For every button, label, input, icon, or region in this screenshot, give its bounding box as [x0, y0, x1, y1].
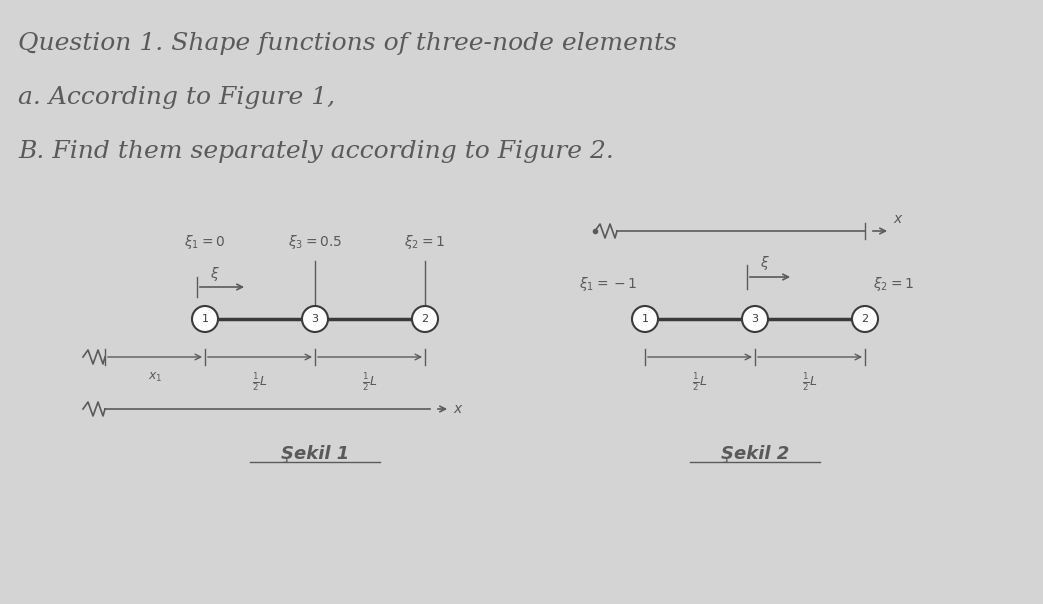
Text: $x_1$: $x_1$ — [148, 371, 163, 384]
Text: $\xi$: $\xi$ — [210, 265, 220, 283]
Text: $x$: $x$ — [893, 212, 903, 226]
Text: 1: 1 — [201, 314, 209, 324]
Text: $\frac{1}{2}L$: $\frac{1}{2}L$ — [252, 371, 268, 393]
Text: a. According to Figure 1,: a. According to Figure 1, — [18, 86, 335, 109]
Circle shape — [302, 306, 328, 332]
Text: $\xi_2=1$: $\xi_2=1$ — [873, 275, 914, 293]
Text: 2: 2 — [862, 314, 869, 324]
Text: $\frac{1}{2}L$: $\frac{1}{2}L$ — [802, 371, 818, 393]
Text: $\xi_3=0.5$: $\xi_3=0.5$ — [288, 233, 342, 251]
Circle shape — [632, 306, 658, 332]
Text: Şekil 2: Şekil 2 — [721, 445, 790, 463]
Text: 1: 1 — [641, 314, 649, 324]
Text: 3: 3 — [312, 314, 318, 324]
Text: $\xi_2=1$: $\xi_2=1$ — [405, 233, 445, 251]
Text: $\xi$: $\xi$ — [760, 254, 770, 272]
Text: B. Find them separately according to Figure 2.: B. Find them separately according to Fig… — [18, 140, 614, 163]
Text: Question 1. Shape functions of three-node elements: Question 1. Shape functions of three-nod… — [18, 32, 677, 55]
Text: $x$: $x$ — [453, 402, 464, 416]
Circle shape — [412, 306, 438, 332]
Text: 3: 3 — [752, 314, 758, 324]
Text: 2: 2 — [421, 314, 429, 324]
Text: $\frac{1}{2}L$: $\frac{1}{2}L$ — [362, 371, 378, 393]
Circle shape — [192, 306, 218, 332]
Text: $\frac{1}{2}L$: $\frac{1}{2}L$ — [693, 371, 707, 393]
Text: $\xi_1=-1$: $\xi_1=-1$ — [579, 275, 637, 293]
Circle shape — [852, 306, 878, 332]
Text: Şekil 1: Şekil 1 — [281, 445, 349, 463]
Circle shape — [742, 306, 768, 332]
Text: $\xi_1=0$: $\xi_1=0$ — [185, 233, 225, 251]
